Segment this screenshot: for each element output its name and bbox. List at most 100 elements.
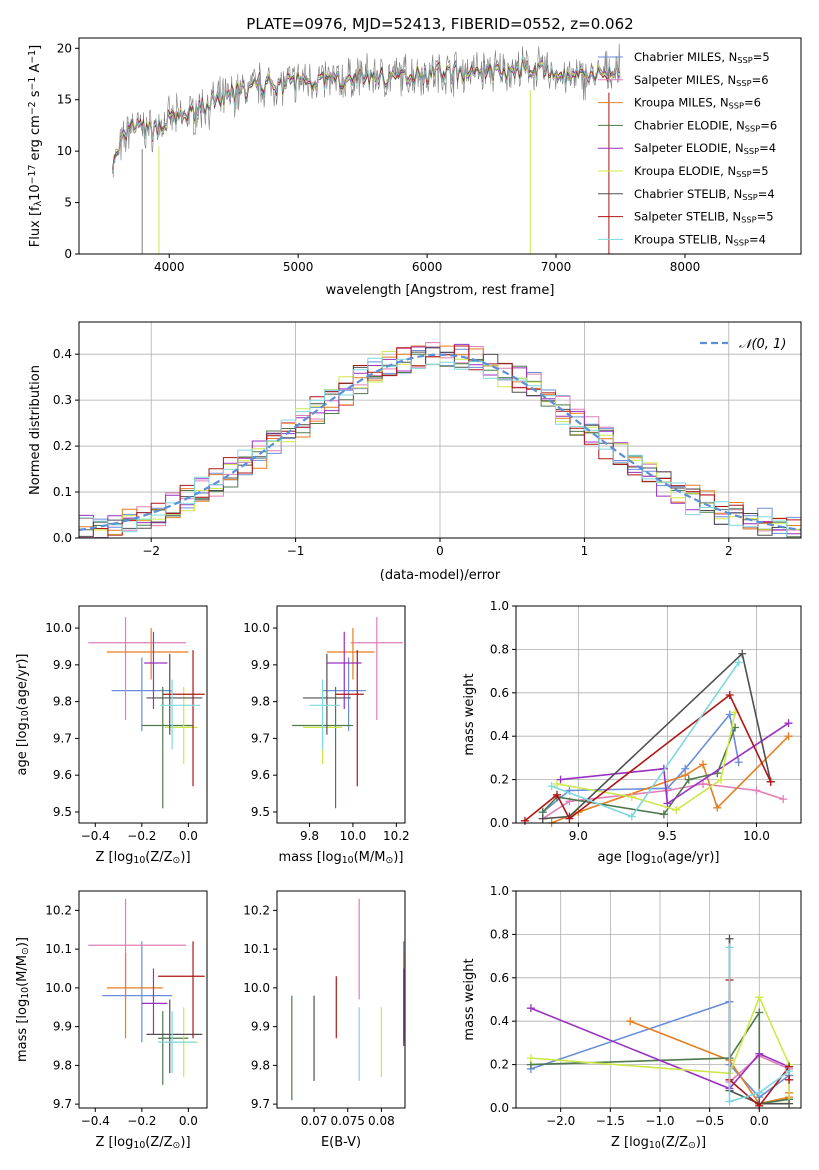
legend-label-part: Chabrier MILES, N: [634, 50, 737, 64]
spectrum-ylabel-part: −1: [27, 77, 38, 91]
spectrum-ylabel-part: ]: [28, 45, 43, 50]
weight-marker: [699, 760, 708, 769]
legend-label: Chabrier STELIB, NSSP=4: [634, 187, 775, 202]
age-vs-z-ytick-label: 9.8: [53, 695, 72, 709]
age-vs-z-ytick-label: 9.6: [53, 768, 72, 782]
age-vs-mass-frame: [276, 605, 406, 824]
mass-vs-z-ylabel-part: )]: [15, 937, 30, 947]
mass-vs-ebv-ytick-label: 9.7: [251, 1097, 270, 1111]
weight-vs-z-xlabel-part: 10: [649, 1140, 661, 1151]
hist-xtick-label: 2: [725, 544, 733, 558]
weight-vs-z-xtick-label: 0.0: [750, 1114, 769, 1128]
weight-vs-z-ytick-label: 0.2: [490, 1058, 509, 1072]
mass-vs-z-ytick-label: 10.2: [45, 903, 72, 917]
weight-marker: [699, 779, 708, 788]
legend-label-part: Chabrier STELIB, N: [634, 187, 742, 201]
weight-marker: [738, 649, 747, 658]
mass-vs-z-ylabel-part: mass [log: [15, 999, 30, 1062]
weight-marker: [755, 1088, 764, 1097]
weight-marker: [725, 943, 734, 952]
legend-label-part: SSP: [736, 78, 751, 88]
weight-vs-age-ytick-label: 0.0: [490, 816, 509, 830]
hist-xtick-label: −2: [142, 544, 160, 558]
age-vs-mass-xlabel-part: mass [log: [279, 850, 342, 865]
weight-marker: [663, 799, 672, 808]
legend-label-part: =5: [753, 50, 770, 64]
mass-vs-ebv-ytick-label: 10.2: [243, 903, 270, 917]
legend-normal-label: 𝒩(0, 1): [739, 337, 786, 352]
hist-ytick-label: 0.4: [53, 347, 72, 361]
age-vs-mass-xlabel: mass [log10(M/M⊙)]: [279, 850, 404, 866]
legend-label-part: =4: [749, 232, 766, 246]
weight-vs-z-ytick-label: 0.6: [490, 971, 509, 985]
legend-label-part: Kroupa ELODIE, N: [634, 164, 736, 178]
age-vs-mass-xlabel-part: (M/M: [354, 850, 386, 865]
weight-vs-age-ytick-label: 0.8: [490, 642, 509, 656]
age-vs-mass-xlabel-part: )]: [393, 850, 403, 865]
weight-vs-age-ytick-label: 0.4: [490, 729, 509, 743]
age-vs-mass-ytick-label: 9.9: [251, 658, 270, 672]
weight-marker: [672, 805, 681, 814]
hist-xtick-label: 1: [581, 544, 589, 558]
hist-xlabel: (data-model)/error: [380, 568, 501, 583]
weight-line: [728, 947, 790, 1103]
weight-vs-age-xlabel: age [log10(age/yr)]: [598, 850, 720, 866]
legend-label-part: SSP: [734, 237, 749, 247]
hist-xtick-label: 0: [436, 544, 444, 558]
weight-marker: [734, 658, 743, 667]
mass-vs-z-ylabel-part: (M/M: [15, 955, 30, 987]
weight-marker: [755, 993, 764, 1002]
weight-marker: [659, 810, 668, 819]
legend-label-part: Salpeter MILES, N: [634, 73, 736, 87]
spectrum-ylabel-part: −1: [27, 50, 38, 64]
weight-line: [542, 783, 784, 820]
legend-label-part: SSP: [737, 55, 752, 65]
weight-marker: [785, 1075, 794, 1084]
legend-label-part: Chabrier ELODIE, N: [634, 118, 745, 132]
age-vs-z-ylabel: age [log10(age/yr)]: [15, 654, 31, 776]
weight-vs-age-ylabel: mass weight: [462, 673, 477, 755]
weight-vs-z-ytick-label: 0.4: [490, 1014, 509, 1028]
spectrum-ytick-label: 15: [57, 93, 72, 107]
weight-vs-age-xtick-label: 9.0: [569, 829, 588, 843]
weight-marker: [725, 710, 734, 719]
mass-vs-ebv-frame: [276, 890, 406, 1109]
spectrum-ytick-label: 20: [57, 41, 72, 55]
spectrum-xtick-label: 5000: [283, 260, 314, 274]
weight-vs-z-xlabel-part: )]: [696, 1135, 706, 1150]
weight-marker: [785, 1067, 794, 1076]
weight-marker: [784, 719, 793, 728]
hist-ytick-label: 0.2: [53, 439, 72, 453]
age-vs-z-ytick-label: 10.0: [45, 621, 72, 635]
weight-vs-age-ytick-label: 0.2: [490, 773, 509, 787]
spectrum-ylabel-part: −2: [27, 101, 38, 115]
legend-label: Kroupa MILES, NSSP=6: [634, 96, 761, 111]
age-vs-mass-xlabel-part: 10: [342, 855, 354, 866]
hist-frame: [78, 321, 802, 539]
weight-vs-z-xtick-label: −1.5: [596, 1114, 625, 1128]
mass-vs-ebv-ytick-label: 10.0: [243, 981, 270, 995]
legend-label: Salpeter STELIB, NSSP=5: [634, 210, 774, 225]
weight-vs-age-xtick-label: 9.5: [658, 829, 677, 843]
legend-label-part: =6: [760, 118, 777, 132]
mass-vs-z-xlabel-part: ⊙: [173, 1140, 181, 1151]
age-vs-mass-ytick-label: 9.6: [251, 768, 270, 782]
legend-label-part: =4: [759, 141, 776, 155]
legend-label-part: SSP: [744, 146, 759, 156]
weight-marker: [684, 775, 693, 784]
mass-vs-z-frame: [78, 890, 208, 1109]
weight-line: [560, 722, 789, 805]
weight-vs-age-xtick-label: 10.0: [743, 829, 770, 843]
weight-marker: [713, 803, 722, 812]
weight-marker: [755, 1008, 764, 1017]
weight-line: [530, 1007, 790, 1090]
age-vs-mass-xlabel-part: ⊙: [385, 855, 393, 866]
mass-vs-z-ylabel-part: 10: [20, 987, 31, 999]
mass-vs-ebv-ytick-label: 9.9: [251, 1020, 270, 1034]
mass-vs-z-ytick-label: 10.1: [45, 942, 72, 956]
weight-vs-z-xtick-label: −0.5: [695, 1114, 724, 1128]
weight-marker: [725, 690, 734, 699]
age-vs-z-ylabel-part: 10: [20, 710, 31, 722]
legend-label-part: Kroupa STELIB, N: [634, 232, 734, 246]
